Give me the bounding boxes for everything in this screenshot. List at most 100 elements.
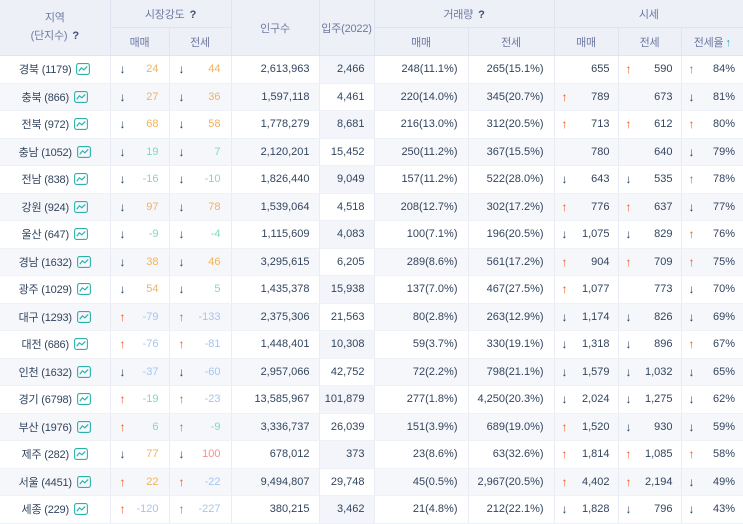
col-header-volume-sale[interactable]: 매매 (373, 27, 469, 56)
price-jeonse-cell: ↑ 1,085 (617, 440, 682, 469)
price-sale-cell-value: 1,174 (581, 310, 610, 323)
col-header-volume[interactable]: 거래량? (373, 0, 555, 28)
strength-jeonse-cell-value: 46 (208, 255, 221, 268)
col-header-jeonse-ratio[interactable]: 전세율 ↑ (680, 27, 743, 56)
col-header-strength[interactable]: 시장강도? (109, 0, 232, 28)
price-jeonse-down-arrow-icon: ↓ (625, 172, 632, 187)
table-row: 부산 (1976) ↑ 6 ↑ -9 3,336,737 26,039 151(3.9%) 68… (0, 412, 743, 441)
help-icon-strength[interactable]: ? (189, 8, 197, 21)
population-cell: 2,613,963 (230, 55, 320, 84)
col-header-population[interactable]: 인구수 (230, 0, 320, 56)
line-chart-icon[interactable] (76, 393, 91, 406)
help-icon-region[interactable]: ? (72, 29, 79, 42)
line-chart-icon[interactable] (73, 200, 88, 213)
population-cell: 1,778,279 (230, 110, 320, 139)
col-header-strength-sale[interactable]: 매매 (110, 27, 170, 56)
col-header-region[interactable]: 지역 (단지수)? (0, 0, 111, 56)
population-cell: 1,826,440 (230, 165, 320, 194)
region-link[interactable]: 경기 (6798) (18, 394, 72, 407)
strength-jeonse-cell: ↑ -133 (168, 302, 232, 331)
strength-sale-cell: ↓ 38 (109, 247, 170, 276)
col-header-price[interactable]: 시세 (553, 0, 743, 28)
population-cell: 2,375,306 (230, 302, 320, 331)
region-link[interactable]: 제주 (282) (21, 449, 70, 462)
strength-sale-cell: ↓ -16 (109, 165, 170, 194)
jeonse-ratio-down-arrow-icon: ↓ (688, 89, 695, 104)
line-chart-icon[interactable] (76, 365, 91, 378)
region-link[interactable]: 대전 (686) (21, 339, 70, 352)
price-sale-cell: 780 (553, 137, 619, 166)
line-chart-icon[interactable] (76, 310, 91, 323)
region-link[interactable]: 울산 (647) (21, 229, 70, 242)
strength-jeonse-cell: ↑ -81 (168, 330, 232, 359)
sort-ascending-icon[interactable]: ↑ (725, 36, 731, 49)
region-link[interactable]: 인천 (1632) (18, 366, 72, 379)
strength-sale-cell-value: 24 (146, 63, 159, 76)
col-header-price-sale[interactable]: 매매 (553, 27, 619, 56)
population-cell: 1,448,401 (230, 330, 320, 359)
jeonse-ratio-cell: ↓ 70% (680, 275, 743, 304)
line-chart-icon[interactable] (73, 173, 88, 186)
strength-sale-cell: ↓ 68 (109, 110, 170, 139)
region-link[interactable]: 부산 (1976) (18, 421, 72, 434)
region-link[interactable]: 전남 (838) (21, 174, 70, 187)
line-chart-icon[interactable] (73, 503, 88, 516)
region-link[interactable]: 대구 (1293) (18, 311, 72, 324)
movein-cell: 15,452 (318, 137, 375, 166)
line-chart-icon[interactable] (76, 63, 91, 76)
jeonse-ratio-cell-value: 80% (712, 118, 736, 131)
strength-sale-up-arrow-icon: ↑ (119, 474, 126, 489)
population-cell: 3,295,615 (230, 247, 320, 276)
volume-sale-cell: 100(7.1%) (373, 220, 469, 249)
strength-sale-up-arrow-icon: ↑ (119, 337, 126, 352)
line-chart-icon[interactable] (73, 90, 88, 103)
line-chart-icon[interactable] (73, 118, 88, 131)
strength-sale-down-arrow-icon: ↓ (119, 364, 126, 379)
line-chart-icon[interactable] (76, 145, 91, 158)
line-chart-icon[interactable] (73, 338, 88, 351)
region-header-label-line2: (단지수) (30, 29, 68, 42)
line-chart-icon[interactable] (73, 228, 88, 241)
strength-jeonse-cell: ↓ 5 (168, 275, 232, 304)
region-link[interactable]: 충북 (866) (21, 91, 70, 104)
jeonse-ratio-cell-value: 81% (712, 90, 736, 103)
col-header-movein[interactable]: 입주(2022) (318, 0, 375, 56)
line-chart-icon[interactable] (73, 448, 88, 461)
col-header-volume-jeonse[interactable]: 전세 (467, 27, 555, 56)
strength-jeonse-cell: ↓ -4 (168, 220, 232, 249)
region-link[interactable]: 서울 (4451) (18, 476, 72, 489)
movein-cell: 15,938 (318, 275, 375, 304)
line-chart-icon[interactable] (76, 475, 91, 488)
price-sale-cell: ↓ 2,024 (553, 385, 619, 414)
line-chart-icon[interactable] (76, 420, 91, 433)
jeonse-ratio-cell-value: 62% (712, 393, 736, 406)
strength-jeonse-cell-value: 7 (214, 145, 221, 158)
strength-sale-down-arrow-icon: ↓ (119, 447, 126, 462)
col-header-price-jeonse[interactable]: 전세 (617, 27, 682, 56)
price-sale-down-arrow-icon: ↓ (561, 172, 568, 187)
region-link[interactable]: 광주 (1029) (18, 284, 72, 297)
region-link[interactable]: 강원 (924) (21, 201, 70, 214)
region-link[interactable]: 경북 (1179) (19, 64, 72, 77)
help-icon-volume[interactable]: ? (478, 8, 485, 21)
jeonse-ratio-cell-value: 59% (712, 420, 736, 433)
region-link[interactable]: 세종 (229) (21, 504, 70, 517)
region-link[interactable]: 경남 (1632) (18, 256, 72, 269)
region-link[interactable]: 충남 (1052) (18, 146, 72, 159)
strength-sale-cell-value: 6 (152, 420, 159, 433)
table-row: 광주 (1029) ↓ 54 ↓ 5 1,435,378 15,938 137(7.0%) 46… (0, 275, 743, 304)
col-header-strength-jeonse[interactable]: 전세 (168, 27, 232, 56)
volume-jeonse-cell: 689(19.0%) (467, 412, 555, 441)
price-sale-down-arrow-icon: ↓ (561, 364, 568, 379)
line-chart-icon[interactable] (76, 283, 91, 296)
price-sale-up-arrow-icon: ↑ (561, 282, 568, 297)
price-sale-down-arrow-icon: ↓ (561, 227, 568, 242)
movein-cell: 3,462 (318, 495, 375, 524)
strength-sale-cell: ↓ 24 (109, 55, 170, 84)
table-row: 서울 (4451) ↑ 22 ↑ -22 9,494,807 29,748 45(0.5%) 2… (0, 467, 743, 496)
jeonse-ratio-down-arrow-icon: ↓ (688, 392, 695, 407)
region-link[interactable]: 전북 (972) (21, 119, 70, 132)
price-sale-cell-value: 4,402 (581, 475, 610, 488)
line-chart-icon[interactable] (76, 255, 91, 268)
